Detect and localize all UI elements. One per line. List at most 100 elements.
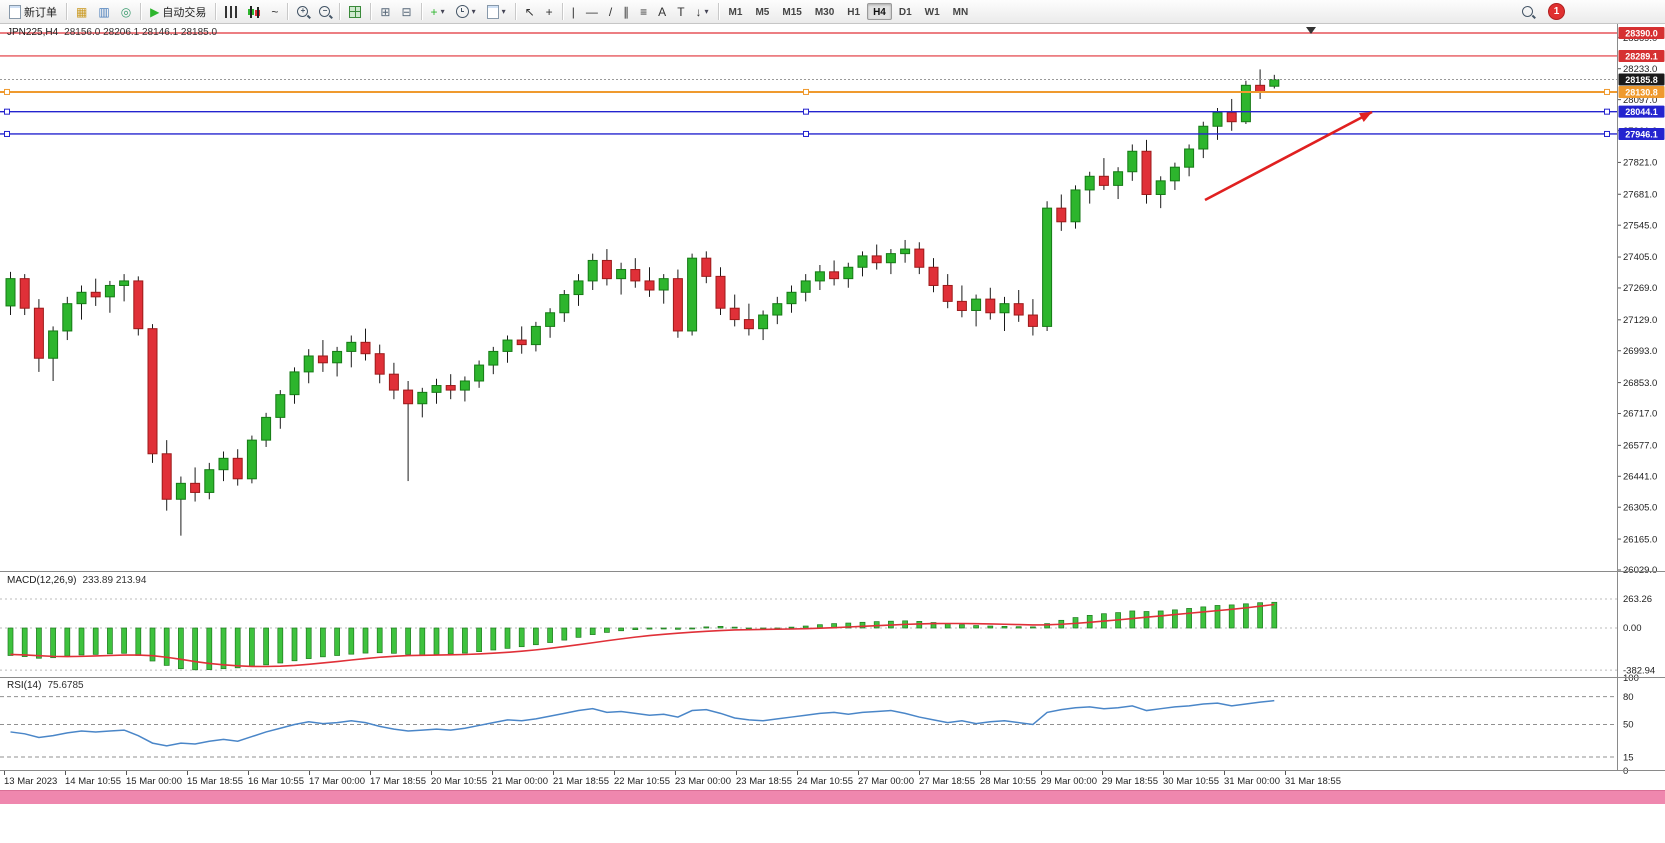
trend-arrow-head (1359, 112, 1372, 123)
bull-candle (431, 385, 442, 393)
bear-candle (1056, 207, 1067, 223)
chart-shift-marker-icon[interactable] (1306, 27, 1316, 34)
toolbar-separator (140, 3, 142, 20)
time-tick-label: 30 Mar 10:55 (1163, 776, 1219, 787)
rsi-scale-label: 100 (1623, 673, 1639, 684)
price-tick-label: 28097.0 (1623, 95, 1657, 106)
macd-histogram-bar (518, 627, 525, 648)
charts-button[interactable]: ▦ (71, 2, 92, 21)
timeframe-m1[interactable]: M1 (728, 7, 743, 18)
new-order-button[interactable]: 新订单 (4, 2, 62, 21)
indicators-button[interactable]: + ▾ (426, 2, 450, 21)
timeframe-m15[interactable]: M15 (782, 7, 802, 18)
macd-histogram-bar (618, 627, 624, 632)
text-label-button[interactable]: T (672, 2, 689, 21)
macd-histogram-bar (50, 627, 56, 659)
bar-chart-button[interactable] (220, 2, 242, 21)
channel-button[interactable]: ∥ (618, 2, 634, 21)
rsi-scale-label: 15 (1623, 752, 1634, 763)
toolbar-separator (370, 3, 372, 20)
bull-candle (1269, 79, 1280, 87)
text-button[interactable]: A (653, 2, 671, 21)
zoom-in-icon: + (297, 6, 309, 17)
profiles-button[interactable]: ▥ (93, 2, 114, 21)
candlestick-series (5, 69, 1280, 536)
zoom-out-button[interactable]: − (314, 2, 335, 21)
line-handle[interactable] (4, 88, 10, 95)
chart-shift-button[interactable]: ⊟ (396, 2, 416, 21)
vertical-line-button[interactable]: | (567, 2, 580, 21)
search-button[interactable] (1517, 2, 1538, 21)
time-axis[interactable]: 13 Mar 2023 14 Mar 10:55 15 Mar 00:00 15 Ma… (4, 771, 1341, 787)
cursor-button[interactable]: ↖ (520, 2, 540, 21)
time-tick-label: 29 Mar 18:55 (1102, 776, 1158, 787)
zoom-out-icon: − (319, 6, 331, 17)
price-axis[interactable]: 28369.028233.028097.027961.027821.027681… (1617, 24, 1665, 777)
notification-badge[interactable]: 1 (1548, 3, 1565, 20)
bull-candle (261, 416, 272, 441)
macd-histogram-bar (604, 627, 610, 633)
line-handle[interactable] (1604, 88, 1610, 95)
zoom-in-button[interactable]: + (292, 2, 313, 21)
candlestick-chart-button[interactable] (243, 2, 265, 21)
line-handle[interactable] (1604, 108, 1610, 115)
bear-candle (516, 339, 527, 346)
timeframe-w1[interactable]: W1 (924, 7, 940, 18)
main-price-pane[interactable] (0, 27, 1618, 536)
timeframe-m5[interactable]: M5 (755, 7, 770, 18)
horizontal-scrollbar[interactable] (0, 790, 1665, 804)
bull-candle (900, 248, 911, 255)
crosshair-icon: + (545, 4, 553, 19)
horizontal-line-button[interactable]: — (581, 2, 603, 21)
trendline-button[interactable]: / (604, 2, 617, 21)
macd-histogram-bar (121, 627, 127, 654)
data-window-button[interactable]: ◎ (116, 2, 136, 21)
caret-down-icon: ▾ (704, 7, 709, 16)
timeframe-d1[interactable]: D1 (898, 7, 912, 18)
line-handle[interactable] (803, 108, 809, 115)
line-chart-button[interactable]: ~ (266, 2, 283, 21)
autotrading-button[interactable]: ▶ 自动交易 (145, 2, 211, 21)
bull-candle (573, 280, 584, 296)
macd-histogram-bar (632, 627, 639, 630)
macd-histogram-bar (504, 627, 511, 649)
toolbar-separator (215, 3, 217, 20)
trend-arrow[interactable] (1204, 110, 1373, 202)
fibonacci-button[interactable]: ≡ (635, 2, 652, 21)
templates-button[interactable]: ▾ (482, 2, 511, 21)
macd-histogram-bar (533, 627, 539, 646)
price-axis-background (1618, 24, 1665, 771)
rsi-label: RSI(14) (7, 680, 42, 691)
auto-scroll-button[interactable]: ⊞ (375, 2, 395, 21)
timeframe-h4[interactable]: H4 (867, 3, 892, 20)
macd-panel (0, 598, 1618, 671)
timeframe-mn[interactable]: MN (952, 7, 969, 18)
macd-histogram-bar (234, 627, 241, 669)
line-handle[interactable] (4, 130, 10, 137)
periods-button[interactable]: ▾ (451, 2, 481, 21)
macd-histogram-bar (92, 627, 99, 655)
macd-histogram-bar (476, 627, 482, 652)
arrows-button[interactable]: ↓ ▾ (691, 2, 714, 21)
bull-candle (1184, 148, 1195, 168)
bull-candle (1113, 171, 1124, 186)
bull-candle (218, 457, 229, 471)
tile-windows-button[interactable] (344, 2, 366, 21)
time-tick-label: 27 Mar 18:55 (919, 776, 975, 787)
data-window-icon: ◎ (120, 4, 132, 19)
line-handle[interactable] (803, 130, 809, 137)
price-badge-28044.1 (1618, 105, 1665, 118)
line-handle[interactable] (4, 108, 10, 115)
macd-histogram-bar (660, 627, 667, 630)
bull-candle (62, 303, 73, 332)
line-handle[interactable] (803, 88, 809, 95)
crosshair-button[interactable]: + (541, 2, 558, 21)
timeframe-h1[interactable]: H1 (847, 7, 861, 18)
macd-scale-label: -382.94 (1623, 665, 1655, 676)
macd-histogram-bar (859, 621, 866, 629)
line-handle[interactable] (1604, 130, 1610, 137)
timeframe-m30[interactable]: M30 (814, 7, 835, 18)
bear-candle (1226, 112, 1237, 123)
